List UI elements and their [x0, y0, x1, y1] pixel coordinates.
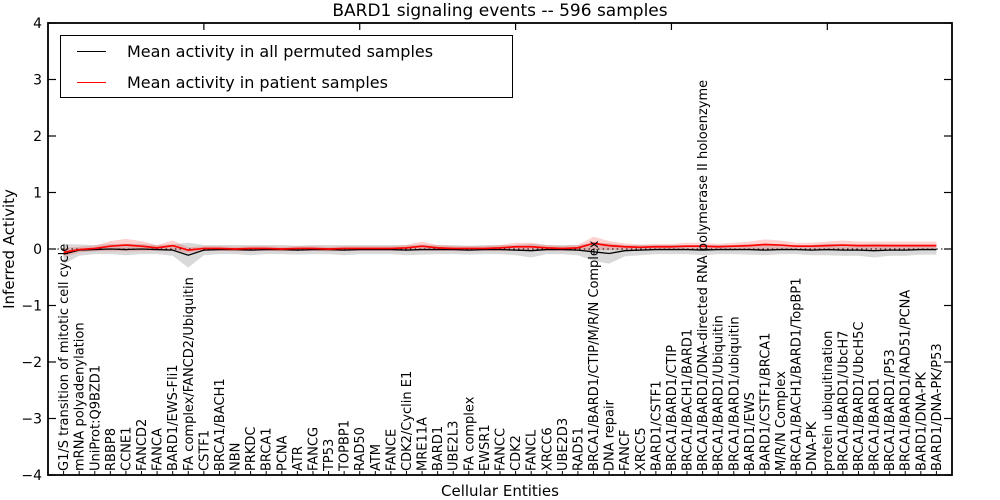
category-label: UBE2D3 — [556, 418, 571, 471]
category-label: TOPBP1 — [338, 420, 353, 472]
category-label: PRKDC — [244, 427, 259, 471]
category-label: BRCA1/BARD1/CTIP — [665, 345, 680, 471]
category-label: FANCL — [525, 429, 540, 471]
legend: Mean activity in all permuted samples Me… — [60, 35, 513, 98]
category-label: BARD1/DNA-PK — [914, 372, 929, 471]
category-label: BARD1 — [431, 426, 446, 471]
category-label: BRCA1/BARD1/UbcH7 — [836, 331, 851, 471]
category-label: G1/S transition of mitotic cell cycle — [57, 244, 72, 471]
category-label: MRE11A — [416, 417, 431, 471]
category-label: M/R/N Complex — [774, 371, 789, 471]
category-label: EWSR1 — [478, 424, 493, 471]
category-label: FANCA — [151, 428, 166, 471]
confidence-bands — [63, 236, 937, 268]
chart-title: BARD1 signaling events -- 596 samples — [332, 1, 667, 21]
category-label: BRCA1/BACH1/BARD1/TopBP1 — [790, 278, 805, 471]
category-label: FANCE — [384, 429, 399, 471]
y-axis-label: Inferred Activity — [0, 189, 18, 309]
category-label: FANCC — [494, 428, 509, 471]
x-tick-labels: G1/S transition of mitotic cell cycle mRN… — [57, 80, 945, 472]
category-label: BRCA1/BARD1/CTIP/M/R/N Complex — [587, 240, 602, 471]
category-label: BRCA1/BARD1/UbcH5C — [852, 322, 867, 471]
category-label: DNA repair — [603, 399, 618, 471]
y-tick-label: 1 — [33, 186, 42, 202]
category-label: BRCA1/BARD1/P53 — [883, 349, 898, 471]
category-label: mRNA polyadenylation — [73, 322, 88, 471]
y-tick-label: 3 — [33, 73, 42, 89]
category-label: BRCA1 — [260, 427, 275, 471]
category-label: BARD1/CSTF1/BRCA1 — [758, 333, 773, 471]
category-label: FANCF — [618, 430, 633, 471]
legend-item-permuted: Mean activity in all permuted samples — [61, 39, 512, 63]
category-label: FA complex/FANCD2/Ubiquitin — [182, 277, 197, 471]
category-label: BRCA1/BARD1/RAD51/PCNA — [899, 290, 914, 471]
category-label: XRCC5 — [634, 427, 649, 471]
category-label: PCNA — [275, 435, 290, 471]
y-tick-label: −1 — [21, 299, 42, 315]
mean-lines — [63, 242, 937, 256]
legend-label-patient: Mean activity in patient samples — [127, 72, 388, 92]
category-label: FANCD2 — [135, 419, 150, 471]
category-label: ATR — [291, 446, 306, 471]
legend-item-patient: Mean activity in patient samples — [61, 70, 512, 94]
x-axis-label: Cellular Entities — [441, 482, 559, 500]
category-label: CCNE1 — [119, 427, 134, 471]
patient-band — [63, 236, 937, 257]
category-label: XRCC6 — [540, 427, 555, 471]
category-label: BRCA1/BARD1/Ubiquitin — [712, 315, 727, 471]
patient-line-swatch — [77, 81, 106, 83]
category-label: CDK2/Cyclin E1 — [400, 371, 415, 471]
category-label: UBE2L3 — [447, 421, 462, 471]
plot-frame — [47, 22, 953, 476]
category-label: CDK2 — [509, 435, 524, 471]
permuted-line-swatch — [77, 50, 106, 52]
category-label: NBN — [229, 443, 244, 471]
y-tick-label: −4 — [21, 468, 42, 484]
category-label: RBBP8 — [104, 428, 119, 471]
category-label: BRCA1/BARD1/ubiquitin — [727, 316, 742, 471]
y-tick-label: −3 — [21, 412, 42, 428]
category-label: BARD1/CSTF1 — [649, 380, 664, 471]
category-label: UniProt:Q9BZD1 — [88, 365, 103, 471]
y-tick-label: −2 — [21, 355, 42, 371]
category-label: BARD1/EWS — [743, 392, 758, 471]
permuted-mean-line — [63, 248, 937, 256]
category-label: DNA-PK — [805, 421, 820, 471]
category-label: RAD50 — [353, 427, 368, 471]
category-label: FANCG — [306, 427, 321, 471]
y-tick-label: 0 — [33, 242, 42, 258]
category-label: FA complex — [462, 396, 477, 471]
category-label: BRCA1/BARD1/DNA-directed RNA polymerase … — [696, 80, 711, 471]
category-label: RAD51 — [571, 427, 586, 471]
category-label: BRCA1/BACH1/BARD1 — [681, 329, 696, 471]
category-label: CSTF1 — [197, 430, 212, 471]
legend-label-permuted: Mean activity in all permuted samples — [127, 41, 434, 61]
category-label: BARD1/DNA-PK/P53 — [930, 343, 945, 471]
category-label: BRCA1/BARD1 — [868, 378, 883, 471]
category-label: TP53 — [322, 439, 337, 472]
category-label: ATM — [369, 444, 384, 471]
category-label: protein ubiquitination — [821, 331, 836, 471]
category-label: BARD1/EWS-Fli1 — [166, 365, 181, 472]
y-tick-labels: −4 −3 −2 −1 0 1 2 3 4 — [21, 16, 42, 484]
patient-mean-line — [63, 242, 937, 254]
y-tick-label: 2 — [33, 129, 42, 145]
category-label: BRCA1/BACH1 — [213, 378, 228, 471]
y-tick-label: 4 — [33, 16, 42, 32]
